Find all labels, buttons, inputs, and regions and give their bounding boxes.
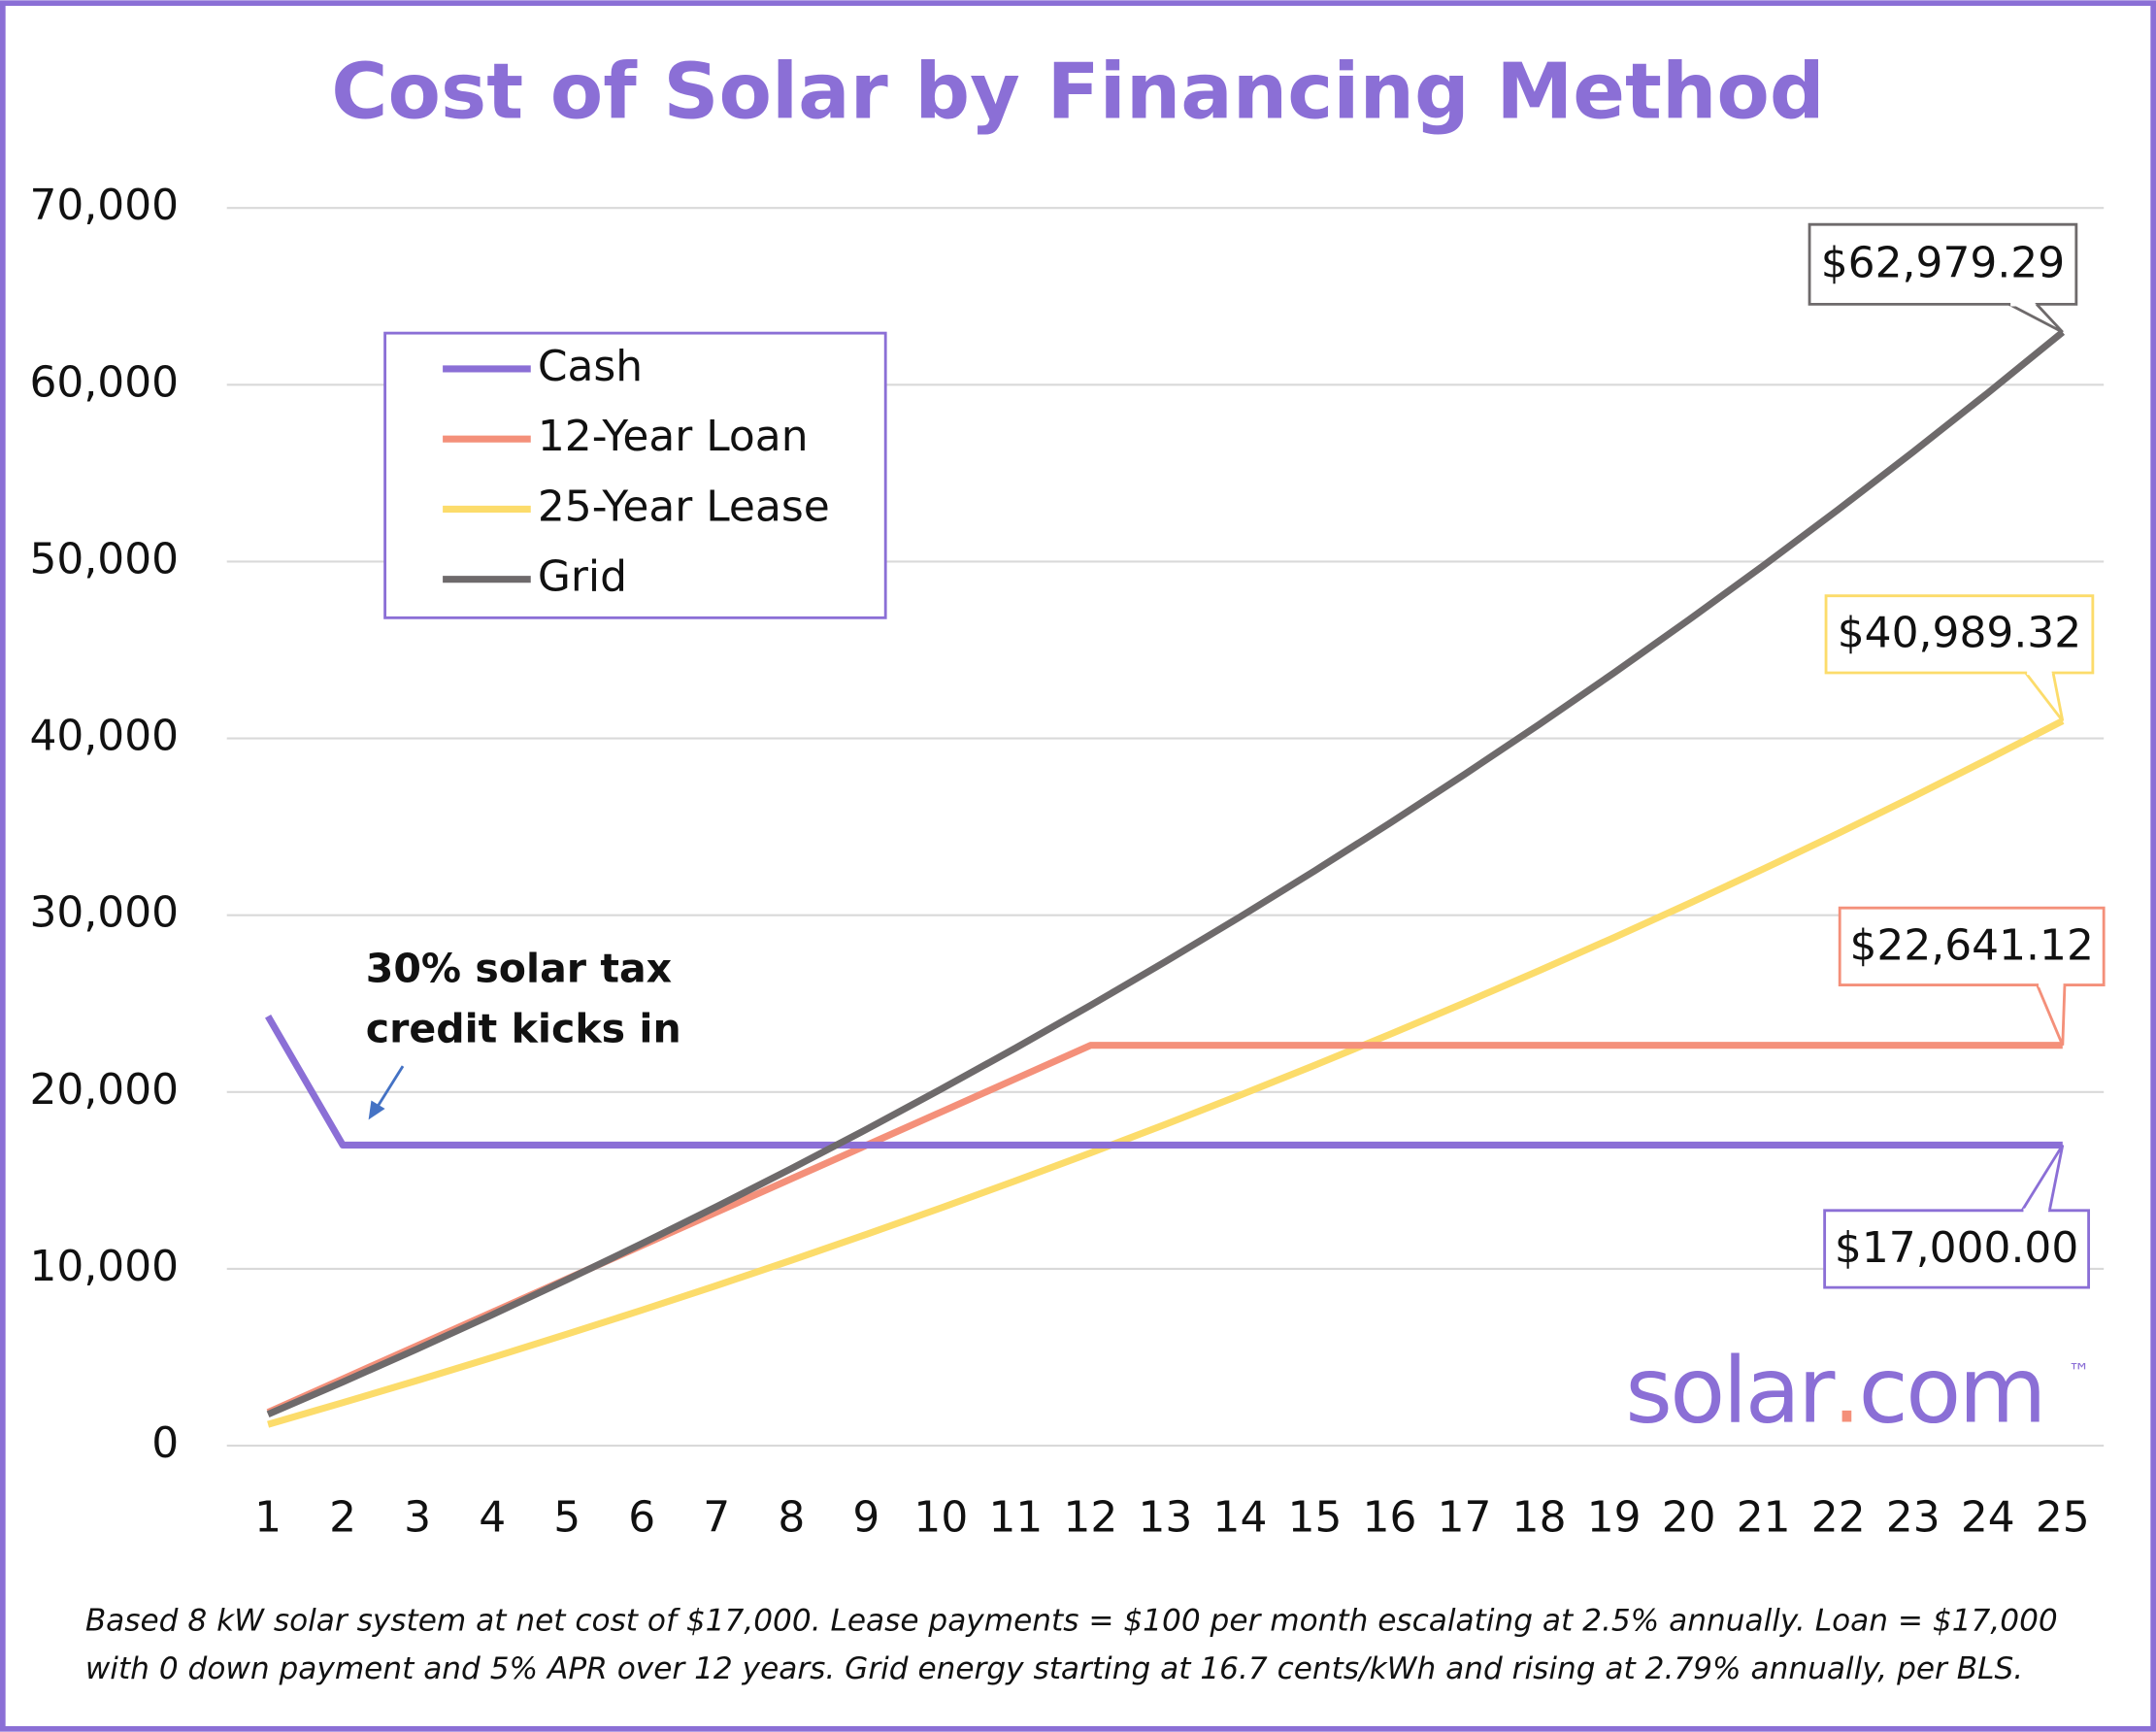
- x-tick-label: 12: [1063, 1493, 1117, 1543]
- trademark: ™: [2068, 1359, 2090, 1384]
- legend-label: 25-Year Lease: [538, 482, 830, 531]
- x-tick-label: 6: [628, 1493, 655, 1543]
- value-label: $17,000.00: [1835, 1223, 2078, 1273]
- y-tick-label: 50,000: [29, 534, 179, 583]
- y-tick-label: 10,000: [29, 1242, 179, 1291]
- legend-label: Cash: [538, 342, 643, 391]
- x-tick-label: 25: [2036, 1493, 2090, 1543]
- x-tick-label: 5: [553, 1493, 580, 1543]
- x-tick-label: 23: [1886, 1493, 1940, 1543]
- y-tick-label: 20,000: [29, 1065, 179, 1115]
- annotation-arrow: [374, 1065, 405, 1112]
- value-label: $62,979.29: [1821, 239, 2065, 288]
- legend-box: [383, 331, 887, 619]
- x-tick-label: 4: [479, 1493, 506, 1543]
- x-tick-label: 15: [1288, 1493, 1343, 1543]
- x-tick-label: 11: [988, 1493, 1043, 1543]
- annotation: credit kicks in: [366, 1006, 681, 1052]
- value-label: $22,641.12: [1849, 920, 2093, 970]
- y-tick-label: 70,000: [29, 181, 179, 230]
- x-tick-label: 2: [329, 1493, 356, 1543]
- x-tick-label: 1: [254, 1493, 282, 1543]
- logo-part: com: [1859, 1339, 2044, 1445]
- lines: [265, 329, 2066, 1428]
- x-tick-label: 24: [1961, 1493, 2015, 1543]
- series-line: [266, 329, 2066, 1417]
- callout-pointer: [2008, 303, 2064, 334]
- callout-box: [1808, 222, 2078, 306]
- x-tick-label: 3: [404, 1493, 431, 1543]
- x-tick-label: 13: [1139, 1493, 1193, 1543]
- x-tick-label: 8: [778, 1493, 805, 1543]
- y-tick-label: 30,000: [29, 888, 179, 938]
- y-tick-label: 40,000: [29, 712, 179, 761]
- callout-pointer: [2036, 983, 2067, 1047]
- x-tick-label: 22: [1811, 1493, 1866, 1543]
- legend: Cash 12-Year Loan 25-Year Lease Grid: [443, 342, 830, 602]
- legend-label: Grid: [538, 552, 627, 602]
- chart-title: Cost of Solar by Financing Method: [331, 46, 1824, 136]
- value-label: $40,989.32: [1838, 609, 2081, 658]
- x-tick-label: 9: [852, 1493, 879, 1543]
- x-tick-label: 21: [1737, 1493, 1791, 1543]
- x-tick-label: 16: [1363, 1493, 1417, 1543]
- x-tick-label: 14: [1213, 1493, 1268, 1543]
- x-tick-label: 19: [1587, 1493, 1642, 1543]
- x-tick-label: 18: [1512, 1493, 1567, 1543]
- labels: $40,989.32 $22,641.12 $17,000.00 $62,979.29: [1808, 222, 2106, 1289]
- callout-box: [1838, 906, 2106, 986]
- callout-pointer: [2020, 1144, 2065, 1212]
- x-tick-label: 20: [1662, 1493, 1716, 1543]
- footnote: Based 8 kW solar system at net cost of $…: [85, 1603, 2058, 1638]
- logo: solar.com: [1625, 1339, 2043, 1445]
- annotation-arrowhead: [368, 1100, 385, 1120]
- series-line: [267, 717, 2065, 1428]
- legend-label: 12-Year Loan: [538, 412, 809, 461]
- footnote: with 0 down payment and 5% APR over 12 y…: [85, 1651, 2023, 1686]
- logo-part: solar: [1625, 1339, 1836, 1445]
- x-tick-label: 10: [913, 1493, 968, 1543]
- x-tick-label: 17: [1438, 1493, 1492, 1543]
- callout-box: [1824, 594, 2095, 675]
- logo-part: .: [1833, 1339, 1859, 1445]
- callout-pointer: [2024, 672, 2065, 722]
- x-tick-label: 7: [703, 1493, 730, 1543]
- y-tick-label: 0: [151, 1418, 179, 1468]
- callout-box: [1823, 1209, 2091, 1289]
- annotation: 30% solar tax: [366, 945, 672, 991]
- series-line: [265, 1014, 2063, 1149]
- y-tick-label: 60,000: [29, 357, 179, 407]
